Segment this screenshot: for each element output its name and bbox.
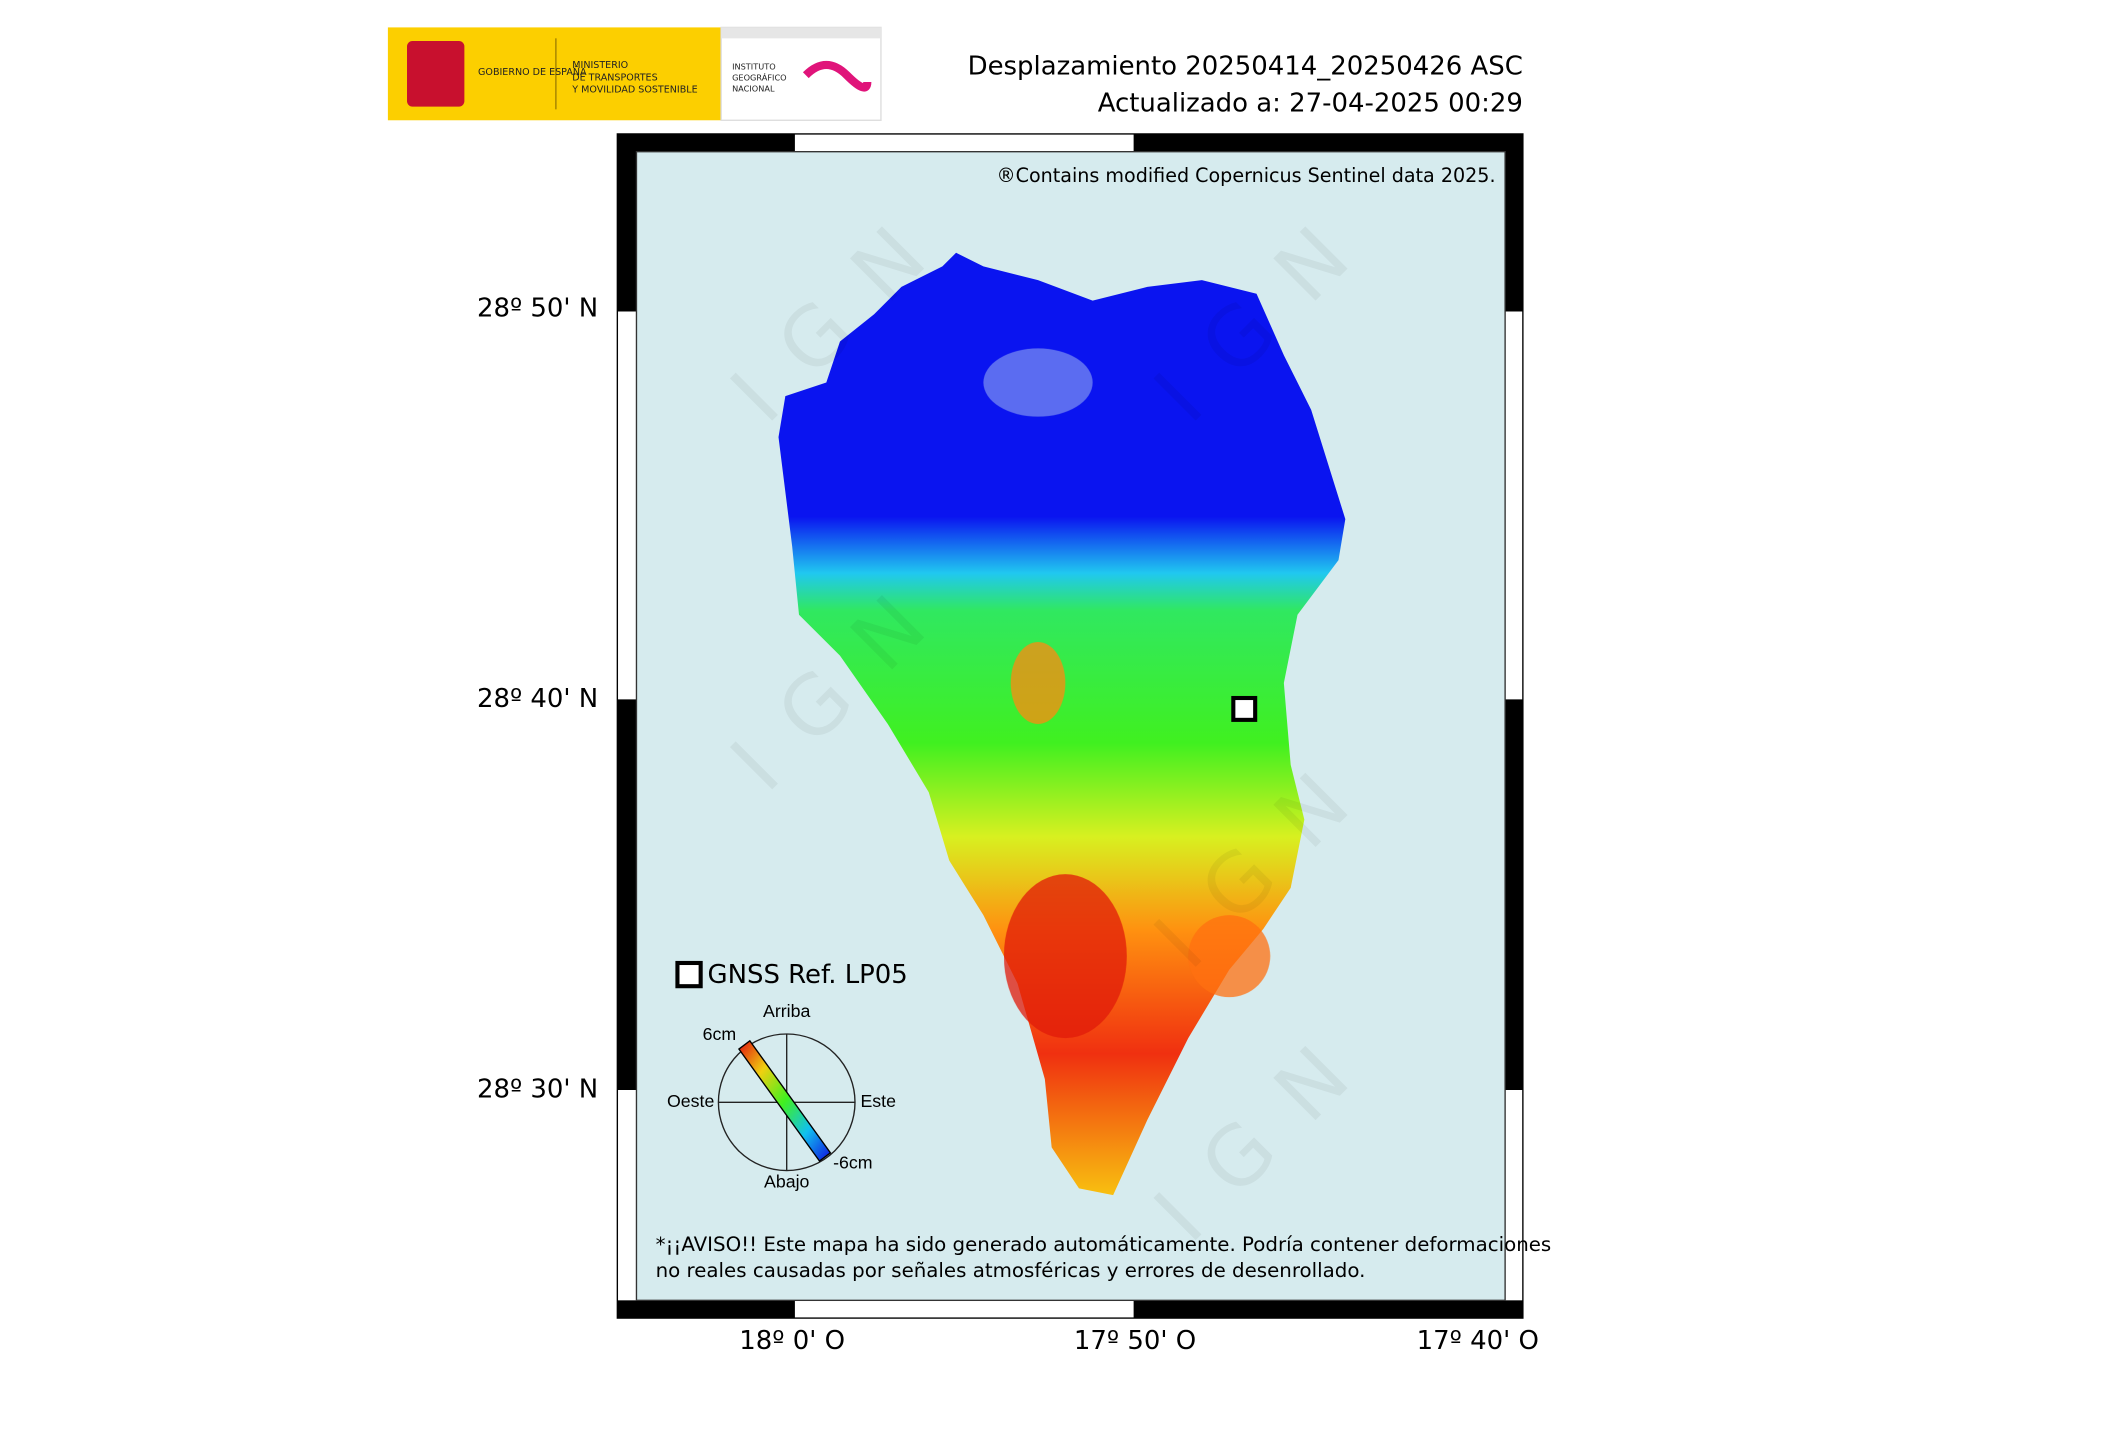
logo-bar [721,27,881,39]
logo-text: INSTITUTO [732,62,776,72]
displacement-patches [983,348,1271,1039]
frame-segments [617,133,1523,1319]
logo-text: MINISTERIO [572,60,628,71]
logo-text: Y MOVILIDAD SOSTENIBLE [571,85,697,96]
legend-label: 6cm [703,1024,737,1044]
color-scale-bar [737,1039,832,1162]
legend-label: Abajo [764,1172,810,1192]
coat-of-arms [407,41,465,107]
lat-label: 28º 30' N [477,1074,598,1104]
legend-label: Este [860,1091,896,1111]
logo-text: DE TRANSPORTES [572,72,657,83]
lat-label: 28º 50' N [477,293,598,323]
warning: *¡¡AVISO!! Este mapa ha sido generado au… [656,1233,1552,1256]
logo-text: GOBIERNO DE ESPAÑA [478,67,587,78]
logo-text: GEOGRÁFICO [732,71,787,82]
gnss-legend-symbol [675,960,703,989]
legend-label: -6cm [833,1152,872,1172]
lon-label: 18º 0' O [739,1326,845,1356]
warning: no reales causadas por señales atmosféri… [656,1259,1366,1282]
logo-ign [720,26,882,121]
gnss-legend-label: GNSS Ref. LP05 [707,960,907,990]
ign-logo-mark [802,60,872,92]
lon-label: 17º 50' O [1074,1326,1196,1356]
lon-label: 17º 40' O [1417,1326,1539,1356]
legend-label: Arriba [763,1001,810,1021]
title: Desplazamiento 20250414_20250426 ASC [968,52,1523,82]
legend-label: Oeste [667,1091,714,1111]
lat-label: 28º 40' N [477,684,598,714]
logo-text: NACIONAL [732,83,775,93]
subtitle: Actualizado a: 27-04-2025 00:29 [1098,88,1523,118]
gnss-station [1231,695,1258,722]
copyright: ®Contains modified Copernicus Sentinel d… [997,164,1496,187]
